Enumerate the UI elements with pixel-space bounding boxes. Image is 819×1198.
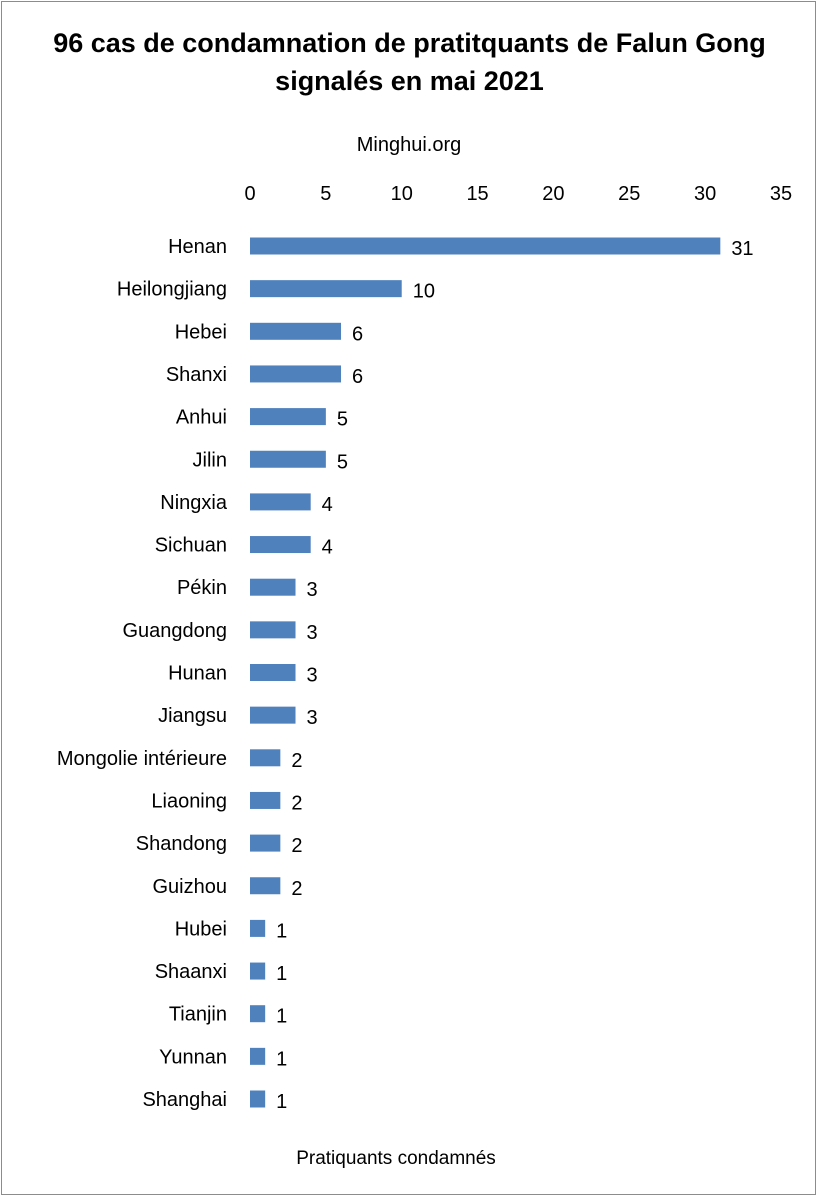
category-label: Guangdong — [122, 620, 227, 642]
bar — [250, 408, 326, 426]
category-label: Jiangsu — [158, 705, 227, 727]
category-label: Tianjin — [169, 1004, 227, 1026]
x-axis-ticks: 0 5 10 15 20 25 30 35 — [244, 183, 792, 205]
bar — [250, 621, 296, 639]
chart-title: 96 cas de condamnation de pratitquants d… — [0, 24, 819, 100]
bar — [250, 280, 402, 298]
data-label: 3 — [307, 622, 318, 644]
bar — [250, 493, 311, 511]
x-axis-title: Pratiquants condamnés — [296, 1148, 496, 1169]
category-label: Henan — [168, 236, 227, 258]
category-label: Anhui — [176, 407, 227, 429]
category-label: Shaanxi — [155, 961, 227, 983]
x-tick-label: 20 — [542, 183, 564, 205]
x-tick-label: 10 — [391, 183, 413, 205]
bar — [250, 450, 326, 468]
bar — [250, 578, 296, 596]
data-label: 5 — [337, 451, 348, 473]
category-labels: Henan Heilongjiang Hebei Shanxi Anhui Jilin Ni… — [57, 236, 228, 1111]
x-tick-label: 5 — [320, 183, 331, 205]
bar — [250, 536, 311, 554]
chart-subtitle: Minghui.org — [356, 134, 462, 156]
category-label: Hunan — [168, 663, 227, 685]
data-label: 3 — [307, 579, 318, 601]
bar — [250, 834, 281, 852]
data-label: 4 — [322, 494, 333, 516]
bars — [250, 237, 721, 1108]
category-label: Yunnan — [159, 1046, 227, 1068]
x-tick-label: 30 — [694, 183, 716, 205]
category-label: Hebei — [175, 321, 227, 343]
data-label: 4 — [322, 537, 333, 559]
category-label: Pékin — [177, 577, 227, 599]
category-label: Sichuan — [155, 535, 227, 557]
bar — [250, 749, 281, 767]
data-label: 1 — [276, 1091, 287, 1113]
category-label: Ningxia — [160, 492, 228, 514]
bar — [250, 322, 342, 340]
data-label: 10 — [413, 281, 435, 303]
data-label: 1 — [276, 963, 287, 985]
category-label: Jilin — [193, 449, 227, 471]
data-label: 2 — [291, 750, 302, 772]
bar — [250, 877, 281, 895]
bar — [250, 962, 266, 980]
x-tick-label: 25 — [618, 183, 640, 205]
category-label: Shandong — [136, 833, 227, 855]
data-label: 2 — [291, 835, 302, 857]
category-label: Guizhou — [153, 876, 228, 898]
bar — [250, 919, 266, 937]
data-label: 6 — [352, 366, 363, 388]
x-tick-label: 0 — [244, 183, 255, 205]
bar — [250, 1090, 266, 1108]
bar — [250, 1005, 266, 1023]
category-label: Hubei — [175, 918, 227, 940]
category-label: Liaoning — [151, 790, 227, 812]
data-label: 3 — [307, 665, 318, 687]
bar — [250, 1047, 266, 1065]
data-label: 31 — [731, 238, 753, 260]
category-label: Shanxi — [166, 364, 227, 386]
data-label: 3 — [307, 707, 318, 729]
data-label: 2 — [291, 878, 302, 900]
data-label: 5 — [337, 409, 348, 431]
data-label: 1 — [276, 1006, 287, 1028]
bar — [250, 365, 342, 383]
bar — [250, 237, 721, 255]
category-label: Shanghai — [142, 1089, 227, 1111]
category-label: Heilongjiang — [117, 279, 227, 301]
data-label: 2 — [291, 792, 302, 814]
x-tick-label: 35 — [770, 183, 792, 205]
bar — [250, 706, 296, 724]
bar — [250, 664, 296, 681]
x-tick-label: 15 — [466, 183, 488, 205]
data-label: 6 — [352, 323, 363, 345]
chart-title-text: 96 cas de condamnation de pratitquants d… — [53, 28, 766, 96]
data-label: 1 — [276, 920, 287, 942]
category-label: Mongolie intérieure — [57, 748, 227, 770]
data-label: 1 — [276, 1048, 287, 1070]
bar — [250, 791, 281, 809]
